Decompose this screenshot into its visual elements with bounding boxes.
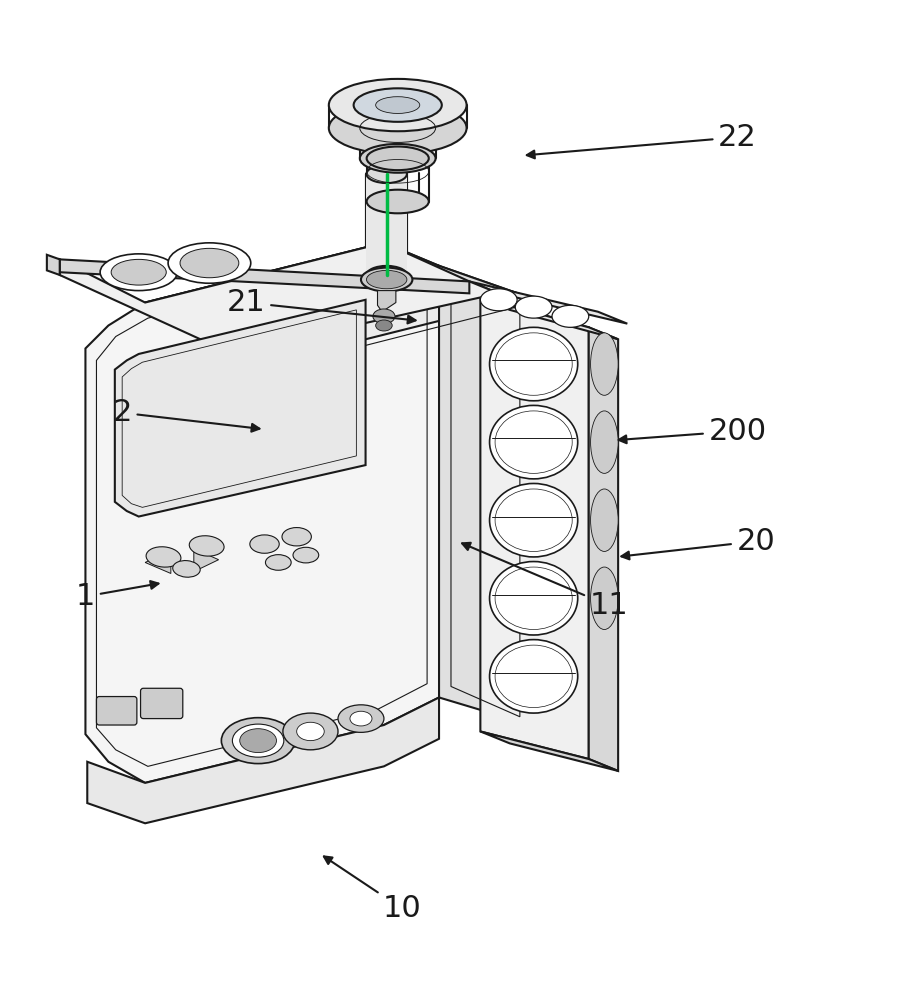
Ellipse shape <box>359 144 435 173</box>
Ellipse shape <box>490 327 578 401</box>
Ellipse shape <box>168 243 250 283</box>
Ellipse shape <box>222 718 295 764</box>
Polygon shape <box>60 259 469 293</box>
Ellipse shape <box>283 713 338 750</box>
Polygon shape <box>469 281 627 324</box>
Ellipse shape <box>367 190 429 213</box>
Polygon shape <box>115 300 366 517</box>
Ellipse shape <box>338 705 384 732</box>
Ellipse shape <box>100 254 177 291</box>
Ellipse shape <box>490 640 578 713</box>
Ellipse shape <box>490 562 578 635</box>
Polygon shape <box>439 266 531 725</box>
Ellipse shape <box>361 268 412 292</box>
Ellipse shape <box>293 547 319 563</box>
Ellipse shape <box>490 483 578 557</box>
Ellipse shape <box>146 547 181 567</box>
Ellipse shape <box>173 561 201 577</box>
Ellipse shape <box>233 724 284 757</box>
Ellipse shape <box>367 266 407 284</box>
Ellipse shape <box>516 296 552 318</box>
Polygon shape <box>480 298 589 759</box>
Polygon shape <box>367 174 407 275</box>
Ellipse shape <box>282 528 311 546</box>
Polygon shape <box>480 731 618 771</box>
FancyBboxPatch shape <box>140 688 183 719</box>
Ellipse shape <box>189 536 225 556</box>
Ellipse shape <box>376 320 392 331</box>
Polygon shape <box>85 243 439 783</box>
Ellipse shape <box>590 411 618 473</box>
FancyBboxPatch shape <box>96 697 137 725</box>
Ellipse shape <box>297 722 324 741</box>
Polygon shape <box>145 551 171 573</box>
Text: 22: 22 <box>527 123 757 158</box>
Ellipse shape <box>354 88 442 122</box>
Ellipse shape <box>265 555 291 570</box>
Ellipse shape <box>490 405 578 479</box>
Ellipse shape <box>239 729 276 753</box>
Ellipse shape <box>590 567 618 630</box>
Ellipse shape <box>367 270 407 289</box>
Polygon shape <box>480 298 618 339</box>
Ellipse shape <box>480 289 517 311</box>
Ellipse shape <box>590 333 618 395</box>
Ellipse shape <box>367 165 407 183</box>
Text: 11: 11 <box>462 543 628 620</box>
Polygon shape <box>378 291 395 312</box>
Ellipse shape <box>373 309 395 324</box>
Ellipse shape <box>376 97 419 113</box>
Text: 2: 2 <box>113 398 260 432</box>
Text: 1: 1 <box>76 581 159 611</box>
Text: 10: 10 <box>324 856 421 923</box>
Ellipse shape <box>590 489 618 551</box>
Polygon shape <box>60 243 499 353</box>
Text: 200: 200 <box>619 417 767 446</box>
Ellipse shape <box>180 248 238 278</box>
Polygon shape <box>589 327 618 771</box>
Text: 20: 20 <box>621 527 775 559</box>
Ellipse shape <box>329 79 467 131</box>
Text: 21: 21 <box>226 288 416 323</box>
Polygon shape <box>194 549 219 572</box>
Polygon shape <box>145 243 531 358</box>
Ellipse shape <box>350 711 372 726</box>
Ellipse shape <box>249 535 279 553</box>
Ellipse shape <box>367 147 429 170</box>
Ellipse shape <box>552 305 589 327</box>
Ellipse shape <box>329 102 467 154</box>
Polygon shape <box>47 255 60 275</box>
Polygon shape <box>87 697 439 823</box>
Ellipse shape <box>111 259 166 285</box>
